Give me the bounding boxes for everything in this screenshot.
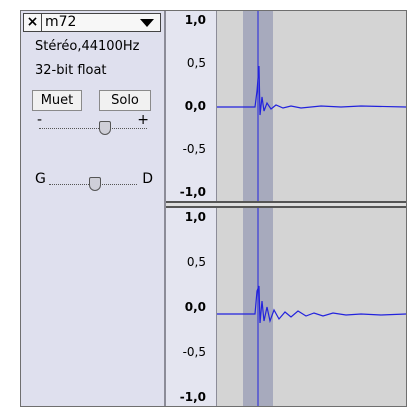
pan-left-label: G bbox=[35, 171, 46, 187]
ruler-tick-label: 1,0 bbox=[184, 13, 206, 27]
waveform-canvas bbox=[217, 11, 406, 406]
channel-separator[interactable] bbox=[166, 201, 406, 208]
pan-slider[interactable]: G D bbox=[35, 171, 153, 195]
ruler-tick-label: -0,5 bbox=[182, 142, 206, 156]
pan-right-label: D bbox=[142, 171, 153, 187]
ruler-tick-label: 1,0 bbox=[184, 210, 206, 224]
waveform-trace bbox=[217, 285, 406, 324]
ruler-tick-label: -1,0 bbox=[179, 390, 206, 404]
track-name[interactable]: m72 bbox=[45, 14, 77, 30]
gain-minus-label: - bbox=[37, 112, 43, 128]
audio-track: × m72 Stéréo,44100Hz 32-bit float Muet S… bbox=[20, 10, 407, 407]
gain-plus-label: + bbox=[137, 112, 149, 128]
amplitude-ruler-bottom: 1,0 0,5 0,0 -0,5 -1,0 bbox=[166, 208, 217, 406]
track-control-panel: × m72 Stéréo,44100Hz 32-bit float Muet S… bbox=[21, 11, 166, 406]
track-format: Stéréo,44100Hz bbox=[35, 39, 140, 54]
gain-slider[interactable]: - + bbox=[35, 112, 153, 139]
ruler-tick-label: 0,0 bbox=[184, 300, 206, 314]
mute-button[interactable]: Muet bbox=[32, 90, 82, 111]
ruler-tick-label: 0,5 bbox=[186, 56, 206, 70]
ruler-tick-label: -1,0 bbox=[179, 185, 206, 199]
pan-slider-thumb[interactable] bbox=[89, 177, 101, 191]
ruler-tick-label: -0,5 bbox=[182, 345, 206, 359]
ruler-tick-label: 0,5 bbox=[186, 255, 206, 269]
amplitude-ruler-top: 1,0 0,5 0,0 -0,5 -1,0 bbox=[166, 11, 217, 201]
gain-slider-track bbox=[39, 128, 147, 129]
chevron-down-icon[interactable] bbox=[140, 19, 154, 27]
ruler-tick-label: 0,0 bbox=[184, 99, 206, 113]
waveform-trace bbox=[217, 65, 406, 116]
solo-button[interactable]: Solo bbox=[99, 90, 151, 111]
track-bitdepth: 32-bit float bbox=[35, 63, 107, 78]
gain-slider-thumb[interactable] bbox=[98, 121, 111, 135]
close-icon[interactable]: × bbox=[24, 14, 42, 31]
track-title-bar[interactable]: × m72 bbox=[23, 13, 161, 32]
